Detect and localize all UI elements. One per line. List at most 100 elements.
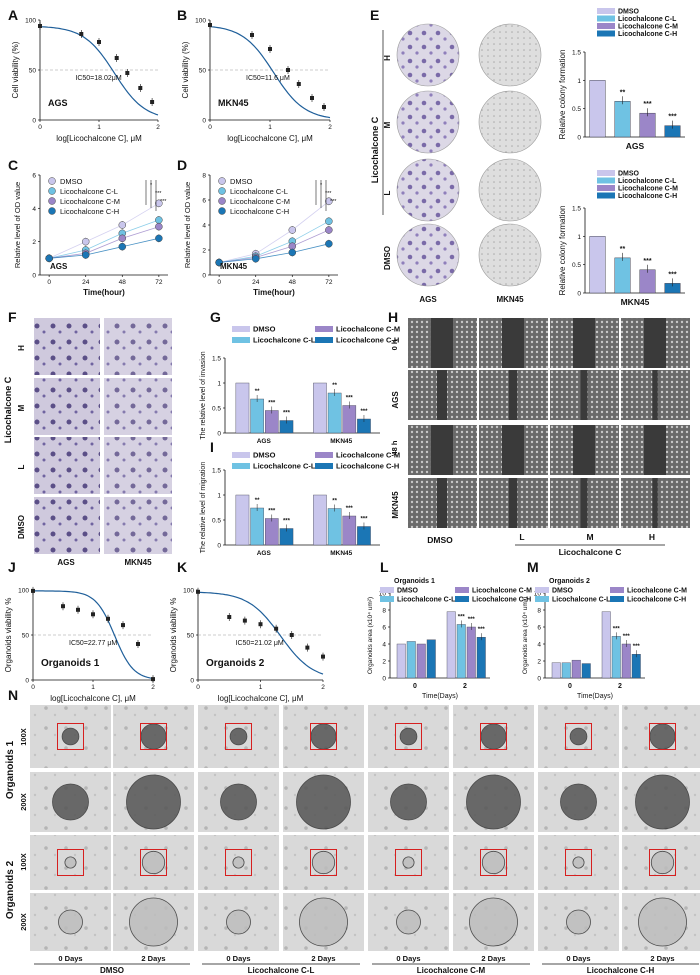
chart-D-x-tick: 24 [252,279,260,286]
zoom-box [565,849,592,876]
chart-K-point [321,654,325,659]
chart-C-point [155,216,163,224]
chart-G-y-tick: 1 [217,381,221,388]
organoid [140,723,167,750]
label-ags-F: AGS [57,558,75,567]
label-organoids-1: Organoids 1 [5,740,16,799]
chart-K-fit-curve [197,591,324,675]
chart-I-bar [235,494,250,546]
chart-D-legend-marker [218,197,226,205]
chart-I-star: *** [283,519,291,525]
chart-I-legend-swatch [315,452,333,458]
chart-A-y-tick: 50 [29,68,37,75]
wound-gap [431,425,453,475]
chart-C-point [81,237,90,246]
chart-G-star: *** [283,411,291,417]
colony-plate-ags [396,90,460,154]
chart-G-bar [313,382,327,434]
chart-L-y-tick: 8 [382,608,386,615]
chart-G-legend-label: Licochalcone C-L [253,336,316,345]
chart-D-point [288,248,297,257]
transwell-image-ags [34,497,100,554]
panel-letter-H: H [388,309,398,325]
chart-I-bar [250,507,264,546]
chart-L-category-label: 0 [413,683,417,690]
chart-G-bar [235,382,250,434]
chart-J-point [121,623,125,628]
chart-D-y-tick: 8 [202,173,206,180]
chart-C-series-line [48,202,160,259]
panel-letter-G: G [210,309,221,325]
chart-E-MKN45-legend-swatch [597,170,615,176]
organoid [61,727,80,746]
chart-K-title: Organoids 2 [206,658,265,669]
chart-M-bar [621,643,631,679]
chart-C-point [118,234,127,243]
chart-D-x-tick: 48 [289,279,297,286]
chart-I-legend-swatch [315,463,333,469]
chart-E-AGS-y-tick: 1.5 [572,50,581,57]
chart-I-legend-swatch [232,463,250,469]
chart-J-y-tick: 0 [25,678,29,685]
chart-K-x-tick: 2 [321,684,325,691]
chart-D-x-tick: 0 [217,279,221,286]
panel-letter-J: J [8,559,16,575]
chart-L-legend-swatch [380,596,394,602]
chart-B-y-tick: 0 [202,118,206,125]
chart-G-y-tick: 0 [217,431,221,438]
chart-A-ic50: IC50=18.02μM [75,75,121,82]
panel-letter-A: A [8,7,18,23]
chart-C-y-tick: 2 [32,239,36,246]
chart-G-bar [250,398,264,434]
zoom-box [57,723,84,750]
chart-M-legend-swatch [535,587,549,593]
chart-I-star: *** [360,517,368,523]
zoom-box [395,723,422,750]
chart-M-legend-label: DMSO [552,588,574,595]
label-mkn45-E: MKN45 [496,295,524,304]
chart-C-star: * [150,183,153,189]
chart-G-y-tick: 0.5 [212,406,221,413]
chart-K-axes: 0 1 2 0 50 100 IC50=21.02 μM Organoids 2 Organoi… [169,588,325,704]
chart-J-xlabel: log[Licochalcone C], μM [50,694,136,703]
row-label-F-H: H [17,345,26,351]
chart-K-point [242,618,247,623]
chart-G-legend-swatch [315,337,333,343]
organoid [399,727,418,746]
organoid [129,897,178,947]
chart-C-ylabel: Relative level of OD value [13,182,22,268]
chart-J-ylabel: Organoids viability % [4,598,13,673]
chart-C-point [118,242,127,251]
chart-M-category-label: 0 [568,683,572,690]
chart-B-point [310,96,314,100]
chart-K-x-tick: 0 [196,684,200,691]
chart-B-point [208,23,212,27]
group-label: Licochalcone C-M [417,966,486,975]
chart-A-title: AGS [48,98,68,108]
wound-gap [437,370,447,420]
chart-A-point [150,100,155,104]
chart-A-y-tick: 0 [32,118,36,125]
organoid [572,856,585,869]
chart-C-series-line [49,226,160,259]
chart-E-MKN45-y-tick: 0.5 [572,262,581,269]
chart-C-legend-marker [48,207,56,215]
label-ags-H: AGS [391,391,400,409]
chart-C-x-tick: 72 [155,279,163,286]
chart-I-y-tick: 0 [217,543,221,550]
colony-plate-ags [396,23,460,87]
organoid [650,850,675,875]
chart-D-title: MKN45 [220,262,248,271]
chart-J-y-tick: 100 [18,588,29,595]
chart-E-AGS-legend-label: Licochalcone C-L [618,16,677,23]
row-label-M: M [383,121,392,128]
chart-C-x-tick: 0 [47,279,51,286]
chart-E-AGS-legend-label: Licochalcone C-M [618,24,678,31]
chart-C-star: *** [160,199,167,205]
chart-L-bar [416,643,426,679]
zoom-box [140,723,167,750]
chart-C-legend-label: Licochalcone C-L [60,187,118,196]
zoom-box [480,723,507,750]
